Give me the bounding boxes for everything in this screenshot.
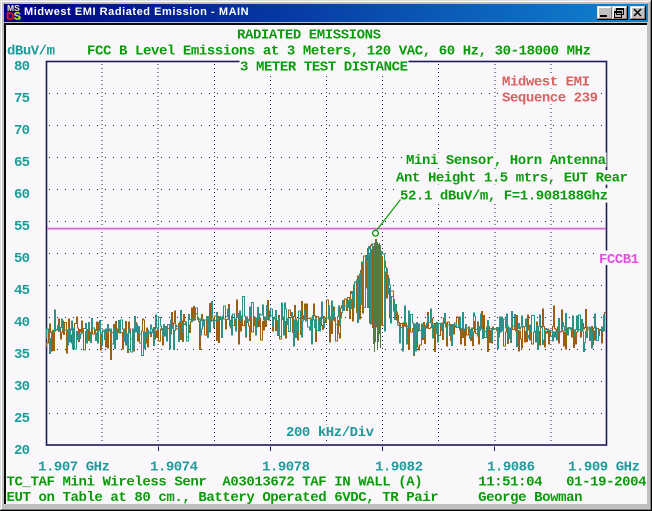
svg-text:D: D bbox=[6, 11, 14, 22]
svg-text:MS: MS bbox=[8, 4, 21, 14]
svg-text:S: S bbox=[14, 11, 21, 22]
svg-text:MS: MS bbox=[7, 4, 20, 13]
svg-text:S: S bbox=[15, 12, 22, 22]
svg-text:D: D bbox=[7, 12, 15, 22]
